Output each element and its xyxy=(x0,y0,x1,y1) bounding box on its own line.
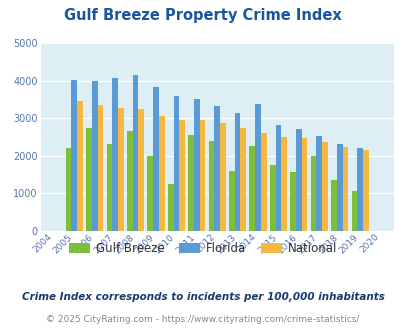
Bar xyxy=(106,145,112,231)
Bar xyxy=(220,123,225,231)
Bar xyxy=(167,184,173,231)
Bar xyxy=(147,156,153,231)
Bar xyxy=(240,128,245,231)
Bar xyxy=(71,80,77,231)
Text: © 2025 CityRating.com - https://www.cityrating.com/crime-statistics/: © 2025 CityRating.com - https://www.city… xyxy=(46,315,359,324)
Bar xyxy=(214,107,220,231)
Text: Gulf Breeze Property Crime Index: Gulf Breeze Property Crime Index xyxy=(64,8,341,23)
Bar xyxy=(188,135,194,231)
Bar xyxy=(330,180,336,231)
Bar xyxy=(301,138,307,231)
Bar xyxy=(356,148,362,231)
Bar xyxy=(208,142,214,231)
Bar xyxy=(179,120,185,231)
Legend: Gulf Breeze, Florida, National: Gulf Breeze, Florida, National xyxy=(64,237,341,260)
Bar xyxy=(132,75,138,231)
Bar xyxy=(275,125,281,231)
Bar xyxy=(234,113,240,231)
Bar xyxy=(118,108,124,231)
Bar xyxy=(260,133,266,231)
Bar xyxy=(153,86,158,231)
Bar xyxy=(173,96,179,231)
Bar xyxy=(310,156,315,231)
Bar xyxy=(321,142,327,231)
Bar xyxy=(92,81,97,231)
Bar xyxy=(228,171,234,231)
Bar xyxy=(138,110,144,231)
Bar xyxy=(281,137,286,231)
Bar xyxy=(342,147,347,231)
Bar xyxy=(77,101,83,231)
Bar xyxy=(315,136,321,231)
Bar xyxy=(158,116,164,231)
Text: Crime Index corresponds to incidents per 100,000 inhabitants: Crime Index corresponds to incidents per… xyxy=(21,292,384,302)
Bar xyxy=(362,150,368,231)
Bar xyxy=(336,144,342,231)
Bar xyxy=(351,191,356,231)
Bar xyxy=(249,147,255,231)
Bar xyxy=(97,105,103,231)
Bar xyxy=(269,165,275,231)
Bar xyxy=(127,131,132,231)
Bar xyxy=(295,129,301,231)
Bar xyxy=(112,78,118,231)
Bar xyxy=(86,128,92,231)
Bar xyxy=(290,172,295,231)
Bar xyxy=(255,104,260,231)
Bar xyxy=(199,120,205,231)
Bar xyxy=(194,99,199,231)
Bar xyxy=(66,148,71,231)
